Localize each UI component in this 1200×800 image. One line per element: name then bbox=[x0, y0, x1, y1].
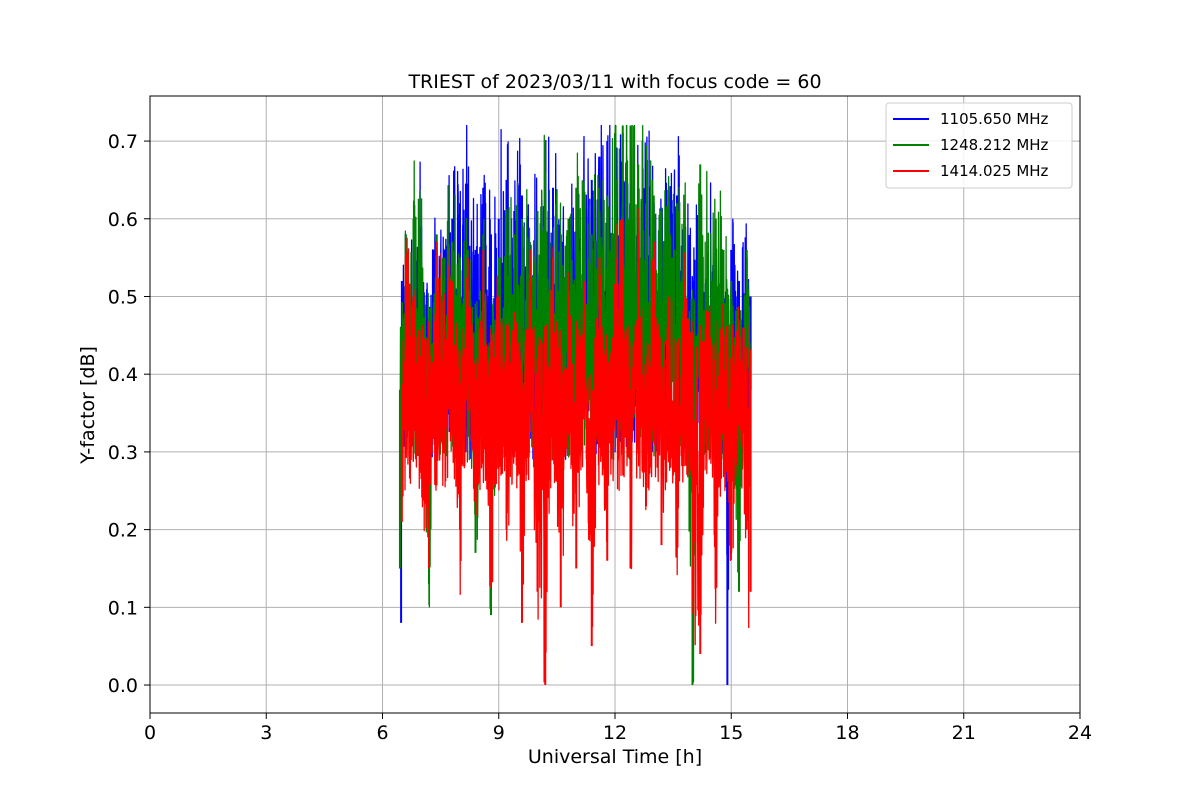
legend-box bbox=[885, 102, 1073, 189]
x-tick-label: 24 bbox=[1068, 722, 1092, 744]
legend-label-1414: 1414.025 MHz bbox=[940, 162, 1049, 180]
legend-label-1105: 1105.650 MHz bbox=[940, 110, 1049, 128]
legend-label-1248: 1248.212 MHz bbox=[940, 136, 1049, 154]
x-tick-label: 12 bbox=[603, 722, 627, 744]
axis-ticks: 0 3 6 9 12 15 18 21 24 0.0 0.1 0.2 0.3 0.4 0.5 0.6 0.7 bbox=[108, 131, 1092, 744]
plot-area bbox=[398, 124, 752, 686]
y-tick-label: 0.3 bbox=[108, 442, 138, 464]
y-axis-label: Y-factor [dB] bbox=[77, 346, 99, 465]
x-tick-label: 18 bbox=[835, 722, 859, 744]
y-tick-label: 0.6 bbox=[108, 209, 138, 231]
y-tick-label: 0.4 bbox=[108, 364, 138, 386]
y-tick-label: 0.0 bbox=[108, 675, 138, 697]
x-tick-label: 21 bbox=[952, 722, 976, 744]
y-tick-label: 0.5 bbox=[108, 286, 138, 308]
x-tick-label: 3 bbox=[260, 722, 272, 744]
x-tick-label: 9 bbox=[493, 722, 505, 744]
x-tick-label: 6 bbox=[376, 722, 388, 744]
chart-title: TRIEST of 2023/03/11 with focus code = 6… bbox=[407, 71, 821, 93]
y-tick-label: 0.7 bbox=[108, 131, 138, 153]
x-tick-label: 15 bbox=[719, 722, 743, 744]
legend: 1105.650 MHz 1248.212 MHz 1414.025 MHz bbox=[885, 102, 1073, 189]
x-tick-label: 0 bbox=[144, 722, 156, 744]
series-1414025 bbox=[400, 207, 752, 686]
y-tick-label: 0.2 bbox=[108, 520, 138, 542]
x-axis-label: Universal Time [h] bbox=[528, 746, 702, 768]
y-tick-label: 0.1 bbox=[108, 597, 138, 619]
